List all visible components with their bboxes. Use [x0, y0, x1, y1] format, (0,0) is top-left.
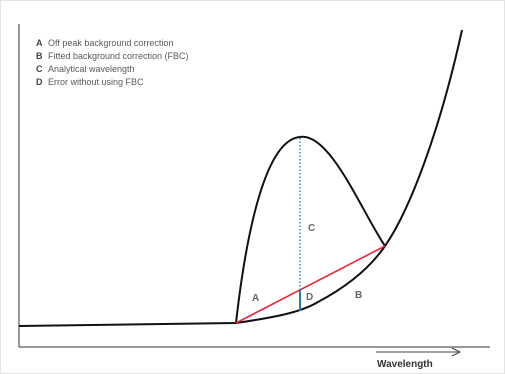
legend: A Off peak background correction B Fitted …	[36, 37, 189, 89]
legend-item-a: A Off peak background correction	[36, 37, 189, 50]
label-b: B	[355, 290, 363, 301]
legend-text: Off peak background correction	[48, 38, 174, 48]
legend-text: Analytical wavelength	[48, 64, 135, 74]
off-peak-correction-line	[235, 245, 386, 324]
label-d: D	[306, 292, 314, 303]
legend-text: Error without using FBC	[48, 77, 144, 87]
wavelength-arrow-head	[451, 347, 462, 357]
legend-item-b: B Fitted background correction (FBC)	[36, 50, 189, 63]
legend-key: C	[36, 64, 43, 74]
background-curve	[18, 29, 463, 327]
legend-key: A	[36, 38, 43, 48]
label-a: A	[252, 293, 260, 304]
x-axis-label: Wavelength	[377, 359, 433, 370]
label-c: C	[308, 223, 316, 234]
peak-curve	[235, 135, 386, 324]
legend-key: D	[36, 77, 43, 87]
legend-text: Fitted background correction (FBC)	[48, 51, 189, 61]
legend-key: B	[36, 51, 43, 61]
legend-item-d: D Error without using FBC	[36, 76, 189, 89]
legend-item-c: C Analytical wavelength	[36, 63, 189, 76]
